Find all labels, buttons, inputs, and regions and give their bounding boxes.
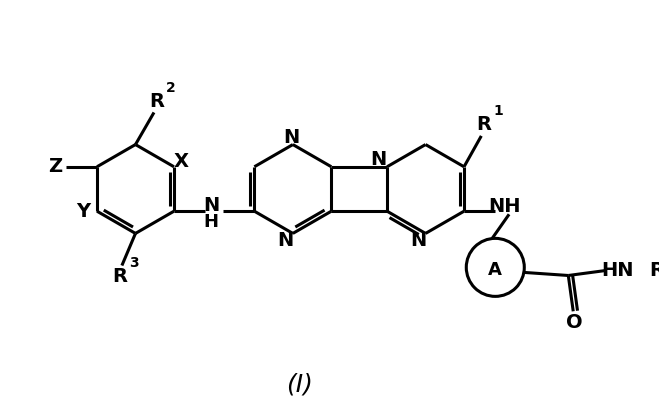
Text: N: N	[370, 150, 387, 169]
Text: HN: HN	[602, 261, 634, 280]
Text: (I): (I)	[285, 373, 312, 397]
Text: N: N	[283, 128, 300, 146]
Text: NH: NH	[488, 197, 521, 216]
Text: 1: 1	[493, 104, 503, 118]
Text: R: R	[476, 115, 491, 134]
Text: X: X	[174, 152, 189, 171]
Text: 2: 2	[166, 81, 175, 95]
Text: Z: Z	[48, 157, 62, 176]
Text: 3: 3	[129, 256, 138, 270]
Text: N: N	[410, 231, 426, 250]
Text: Y: Y	[76, 202, 90, 221]
Text: N: N	[277, 231, 293, 250]
Text: N: N	[203, 195, 219, 215]
Text: A: A	[488, 261, 502, 279]
Text: R: R	[149, 92, 164, 111]
Text: H: H	[204, 213, 219, 231]
Text: O: O	[566, 313, 583, 332]
Text: R: R	[650, 261, 659, 280]
Text: R: R	[112, 267, 127, 286]
